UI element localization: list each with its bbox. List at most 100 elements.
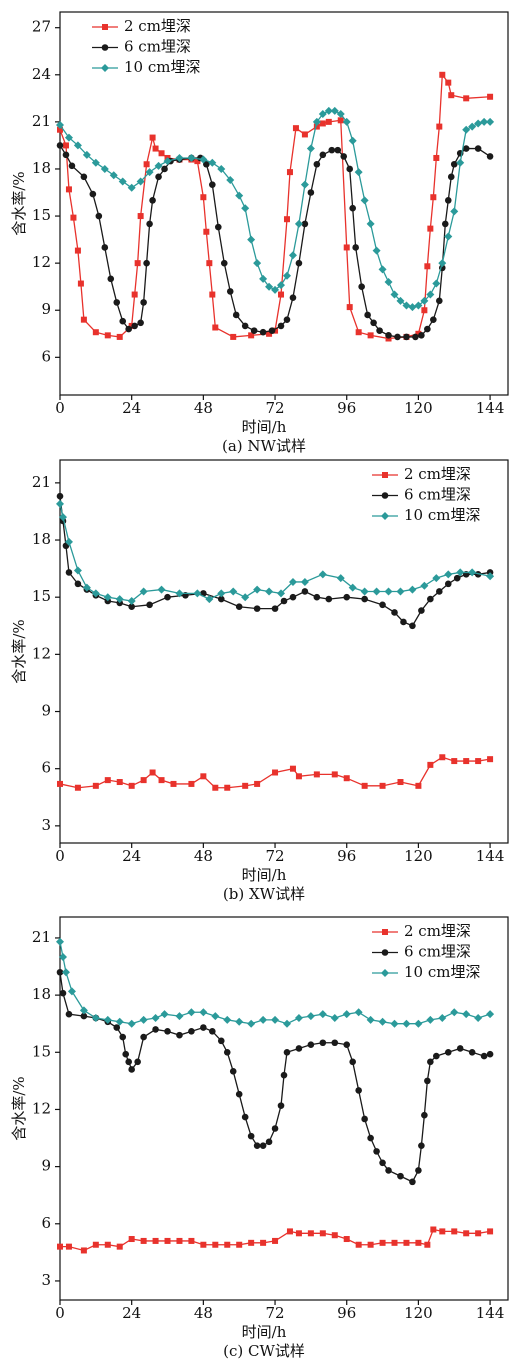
marker bbox=[325, 595, 333, 603]
marker bbox=[161, 165, 168, 173]
marker bbox=[325, 118, 332, 125]
x-tick-label: 24 bbox=[122, 847, 141, 865]
marker bbox=[146, 601, 153, 609]
y-tick-label: 6 bbox=[41, 1214, 51, 1232]
legend-marker bbox=[381, 949, 389, 956]
y-tick-label: 18 bbox=[32, 530, 51, 548]
marker bbox=[200, 194, 207, 201]
marker bbox=[402, 301, 411, 310]
legend-marker bbox=[101, 64, 109, 72]
marker bbox=[372, 587, 381, 596]
marker bbox=[289, 765, 296, 772]
marker bbox=[199, 155, 208, 164]
marker bbox=[330, 1013, 339, 1022]
x-tick-label: 48 bbox=[194, 1304, 213, 1322]
marker bbox=[80, 1012, 88, 1020]
marker bbox=[358, 283, 365, 290]
marker bbox=[295, 1045, 303, 1052]
marker bbox=[462, 1010, 471, 1019]
marker bbox=[427, 761, 434, 768]
y-tick-label: 21 bbox=[32, 928, 51, 946]
marker bbox=[289, 294, 297, 301]
marker bbox=[214, 223, 222, 231]
marker bbox=[277, 281, 286, 290]
marker bbox=[187, 1008, 196, 1017]
marker bbox=[430, 194, 437, 201]
marker bbox=[468, 568, 477, 577]
legend-marker bbox=[382, 929, 388, 935]
marker bbox=[450, 1008, 459, 1017]
marker bbox=[131, 291, 138, 298]
marker bbox=[286, 169, 293, 176]
marker bbox=[175, 1012, 184, 1021]
marker bbox=[475, 758, 482, 765]
marker bbox=[175, 153, 184, 162]
marker bbox=[91, 1013, 100, 1022]
marker bbox=[139, 587, 148, 596]
x-tick-label: 0 bbox=[55, 399, 65, 417]
marker bbox=[136, 177, 145, 186]
marker bbox=[223, 1048, 231, 1056]
marker bbox=[131, 322, 138, 330]
marker bbox=[80, 173, 88, 181]
marker bbox=[217, 164, 226, 173]
marker bbox=[235, 1017, 244, 1026]
marker bbox=[424, 1241, 431, 1248]
marker bbox=[56, 968, 64, 976]
marker bbox=[65, 569, 73, 576]
x-tick-label: 144 bbox=[476, 399, 505, 417]
marker bbox=[424, 325, 431, 333]
x-tick-label: 72 bbox=[265, 1304, 284, 1322]
marker bbox=[301, 131, 308, 138]
marker bbox=[149, 197, 156, 204]
marker bbox=[74, 580, 82, 588]
marker bbox=[271, 1125, 279, 1132]
marker bbox=[253, 259, 262, 268]
marker bbox=[74, 784, 81, 791]
marker bbox=[444, 580, 452, 588]
marker bbox=[283, 216, 290, 223]
marker bbox=[164, 593, 171, 601]
marker bbox=[373, 1148, 380, 1155]
marker bbox=[391, 1239, 398, 1246]
marker bbox=[408, 303, 417, 312]
marker bbox=[128, 1066, 135, 1073]
marker bbox=[212, 1241, 219, 1248]
marker bbox=[414, 301, 423, 310]
marker bbox=[65, 1010, 73, 1018]
y-tick-label: 15 bbox=[32, 1042, 51, 1060]
marker bbox=[486, 1050, 494, 1058]
marker bbox=[241, 1113, 249, 1121]
marker bbox=[487, 1228, 494, 1235]
marker bbox=[242, 782, 249, 789]
marker bbox=[361, 1115, 368, 1123]
marker bbox=[447, 173, 455, 181]
marker bbox=[376, 327, 383, 334]
marker bbox=[247, 235, 256, 244]
marker bbox=[155, 173, 162, 181]
marker bbox=[313, 771, 320, 778]
marker bbox=[391, 609, 398, 616]
marker bbox=[209, 1028, 216, 1035]
marker bbox=[95, 212, 103, 220]
y-tick-label: 9 bbox=[41, 300, 51, 318]
marker bbox=[336, 574, 345, 583]
legend-marker bbox=[381, 969, 389, 977]
marker bbox=[487, 756, 494, 763]
x-tick-label: 96 bbox=[337, 399, 356, 417]
marker bbox=[116, 333, 123, 340]
marker bbox=[432, 574, 441, 583]
y-tick-label: 24 bbox=[32, 65, 51, 83]
marker bbox=[62, 142, 69, 149]
marker bbox=[415, 1239, 422, 1246]
marker bbox=[209, 291, 216, 298]
marker bbox=[152, 1237, 159, 1244]
marker bbox=[230, 333, 237, 340]
y-axis-label: 含水率/% bbox=[10, 619, 28, 683]
marker bbox=[430, 316, 437, 323]
y-tick-label: 15 bbox=[32, 587, 51, 605]
caption: (a) NW试样 bbox=[222, 437, 306, 455]
marker bbox=[378, 1017, 387, 1026]
series-line bbox=[59, 110, 491, 308]
